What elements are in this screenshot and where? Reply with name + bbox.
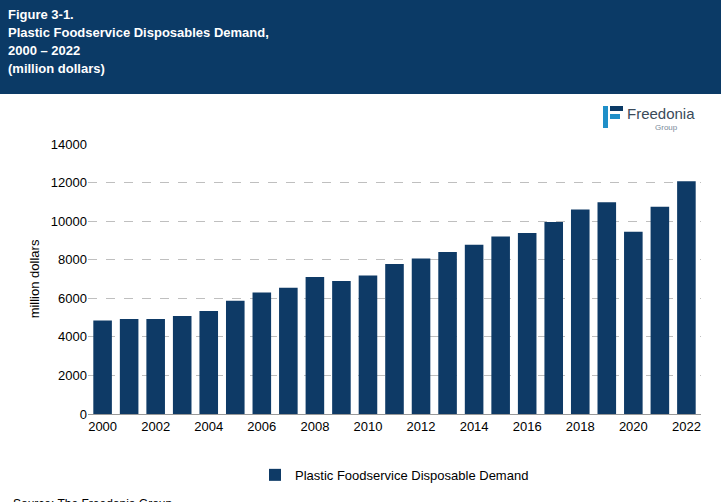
svg-text:2020: 2020 (619, 419, 648, 434)
svg-text:2016: 2016 (513, 419, 542, 434)
svg-text:12000: 12000 (51, 175, 87, 190)
svg-text:million dollars: million dollars (27, 239, 42, 318)
svg-text:2002: 2002 (141, 419, 170, 434)
svg-text:6000: 6000 (58, 291, 87, 306)
svg-text:2014: 2014 (460, 419, 489, 434)
svg-text:Plastic Foodservice Disposable: Plastic Foodservice Disposable Demand (295, 468, 528, 483)
svg-text:2000: 2000 (58, 368, 87, 383)
svg-text:2018: 2018 (566, 419, 595, 434)
html-text:Group: Group (655, 123, 678, 132)
svg-text:2010: 2010 (353, 419, 382, 434)
svg-text:0: 0 (80, 407, 87, 422)
svg-text:14000: 14000 (51, 137, 87, 152)
svg-text:2022: 2022 (672, 419, 701, 434)
svg-text:2000: 2000 (88, 419, 117, 434)
svg-text:2012: 2012 (407, 419, 436, 434)
svg-text:10000: 10000 (51, 214, 87, 229)
svg-text:2008: 2008 (300, 419, 329, 434)
svg-text:8000: 8000 (58, 252, 87, 267)
html-text:Freedonia: Freedonia (627, 105, 695, 122)
svg-text:Source: The Freedonia Group: Source: The Freedonia Group (13, 497, 173, 502)
svg-text:4000: 4000 (58, 329, 87, 344)
svg-text:2004: 2004 (194, 419, 223, 434)
svg-text:2006: 2006 (247, 419, 276, 434)
html-text:Figure 3-1. Plastic Foodservic: Figure 3-1. Plastic Foodservice Disposab… (8, 7, 269, 76)
